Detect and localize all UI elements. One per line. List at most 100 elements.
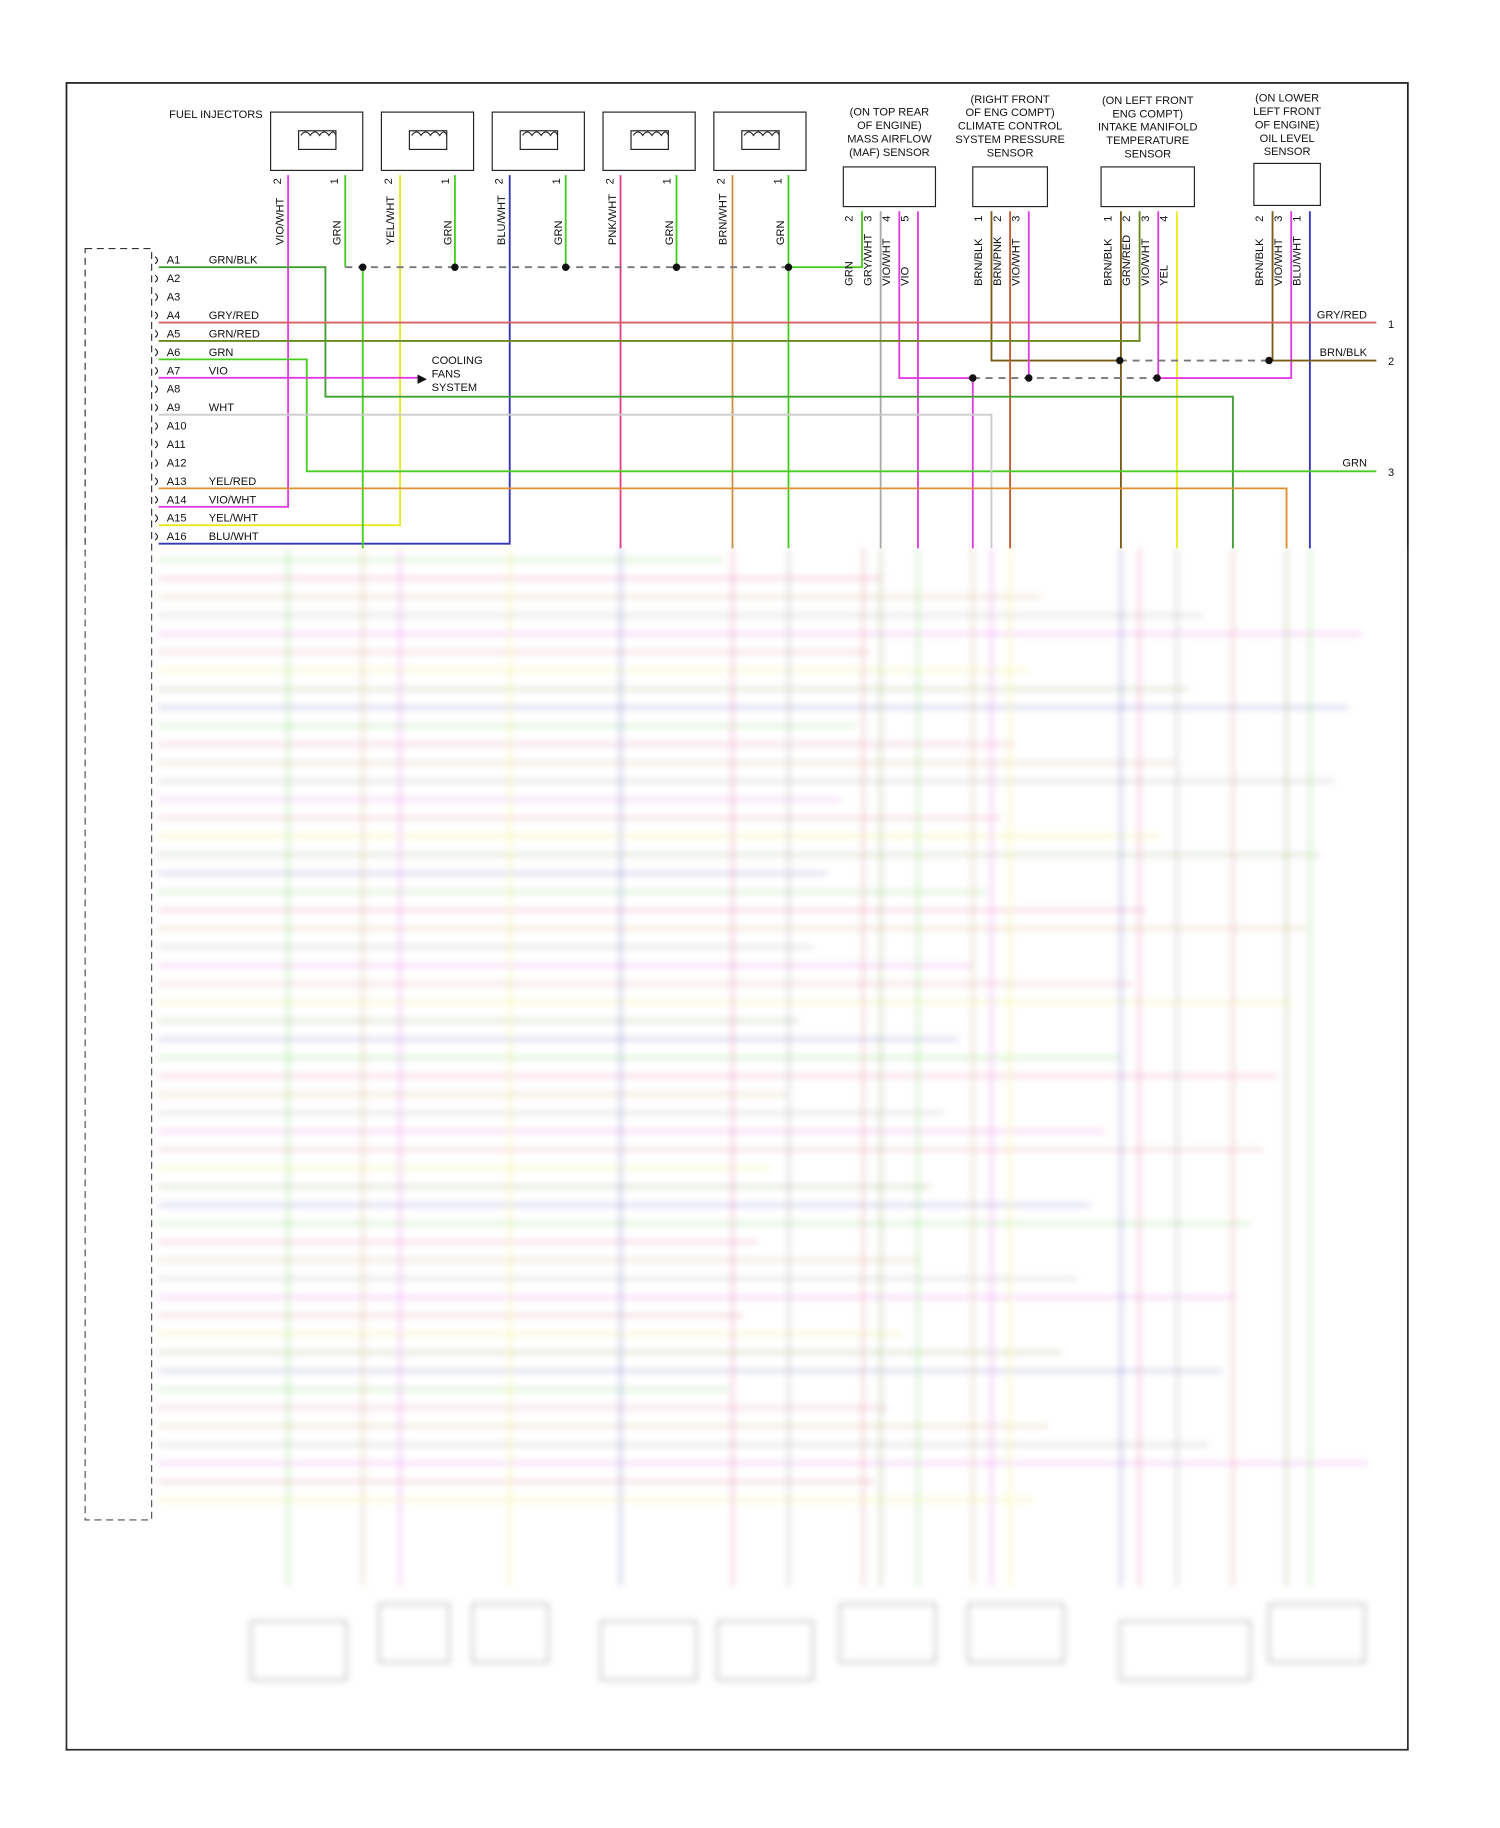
- pin-bracket: [154, 329, 159, 338]
- pin-label: 3: [1273, 216, 1285, 222]
- wire: [158, 487, 1288, 549]
- pin-label: 3: [1140, 216, 1152, 222]
- injector: [713, 111, 807, 171]
- wire-label: GRN: [332, 220, 344, 245]
- pin-label: 1: [772, 178, 784, 184]
- sensor: [1253, 162, 1321, 206]
- pin-bracket: [154, 440, 159, 449]
- labels: FUEL INJECTORS 2 VIO/WHT 1 GRN 2 YEL/WHT 1 GRN 2 B…: [154, 93, 1394, 543]
- sensor: [1100, 166, 1195, 208]
- sensor-label: (ON LEFT FRONT: [1102, 95, 1194, 107]
- sensor-label: OIL LEVEL: [1260, 133, 1315, 145]
- wire-label: YEL/WHT: [209, 513, 258, 525]
- pin-label: 5: [900, 216, 912, 222]
- sensor: [972, 166, 1049, 208]
- pin-bracket: [154, 422, 159, 431]
- output-number: 2: [1388, 356, 1394, 368]
- wire-label: BRN/WHT: [718, 193, 730, 245]
- sensor-label: ENG COMPT): [1112, 108, 1183, 120]
- sensor-label: OF ENGINE): [1255, 119, 1320, 131]
- splice: [672, 263, 681, 271]
- wire-label: BRN/BLK: [1103, 238, 1115, 286]
- pin-id: A15: [167, 513, 187, 525]
- pin-id: A4: [167, 310, 181, 322]
- pin-bracket: [154, 256, 159, 265]
- sensor-label: OF ENGINE): [857, 120, 922, 132]
- wires: [158, 175, 1377, 549]
- wire: [1157, 211, 1293, 379]
- coil-winding: [300, 131, 337, 137]
- pin-label: 3: [862, 216, 874, 222]
- pin-id: A1: [167, 255, 181, 267]
- wire-label: VIO/WHT: [881, 238, 893, 286]
- splice: [359, 263, 367, 271]
- output-wire-label: GRY/RED: [1317, 310, 1367, 322]
- blur-edge: [66, 548, 1408, 1750]
- wire-label: GRN/RED: [209, 328, 260, 340]
- sensor-label: INTAKE MANIFOLD: [1098, 122, 1198, 134]
- sensor-label: SENSOR: [1124, 149, 1171, 161]
- pin-label: 4: [881, 216, 893, 222]
- coil-winding: [743, 131, 780, 137]
- blurred-region: [66, 548, 1408, 1750]
- pin-label: 2: [715, 178, 727, 184]
- splice: [1116, 356, 1124, 365]
- injector: [380, 111, 475, 171]
- coil: [741, 130, 780, 151]
- pin-bracket: [154, 403, 159, 412]
- pin-id: A3: [167, 292, 181, 304]
- coil: [630, 130, 669, 151]
- pin-bracket: [154, 514, 159, 523]
- pin-label: 2: [383, 178, 395, 184]
- wire-label: GRY/WHT: [862, 234, 874, 286]
- wire-label: BLU/WHT: [1292, 236, 1304, 286]
- pin-bracket: [154, 311, 159, 320]
- coil-winding: [632, 131, 669, 137]
- wire-label: VIO/WHT: [1273, 238, 1285, 286]
- injector: [270, 111, 364, 171]
- pin-label: 1: [440, 178, 452, 184]
- wire-label: GRN: [844, 261, 856, 286]
- splice: [1153, 374, 1161, 382]
- pin-label: 4: [1159, 216, 1171, 222]
- pin-label: 2: [1121, 216, 1133, 222]
- pin-label: 1: [662, 178, 674, 184]
- wire-label: BLU/WHT: [209, 531, 259, 543]
- wire: [158, 266, 1234, 549]
- wire-label: GRN: [664, 220, 676, 245]
- wire: [158, 175, 290, 508]
- cooling-fans-label: COOLING: [432, 355, 483, 367]
- wire-label: GRN: [553, 220, 565, 245]
- sensor-label: (ON LOWER: [1255, 93, 1319, 105]
- wire-label: YEL/RED: [209, 476, 256, 488]
- sensor-label: OF ENG COMPT): [965, 107, 1054, 119]
- wire-label: GRN: [442, 220, 454, 245]
- wire: [990, 211, 1120, 362]
- injector: [602, 111, 696, 171]
- splice: [561, 263, 570, 271]
- output-wire-label: GRN: [1342, 458, 1367, 470]
- pin-id: A9: [167, 402, 181, 414]
- wire: [158, 175, 511, 545]
- pin-label: 2: [605, 178, 617, 184]
- pin-bracket: [154, 348, 159, 357]
- pin-label: 2: [992, 216, 1004, 222]
- wire-label: VIO/WHT: [274, 197, 286, 245]
- splice: [1265, 356, 1273, 365]
- pin-id: A13: [167, 476, 187, 488]
- wire-label: YEL: [1159, 265, 1171, 286]
- sensor-label: LEFT FRONT: [1253, 106, 1321, 118]
- wire-label: GRN/BLK: [209, 255, 258, 267]
- wire-label: VIO/WHT: [1010, 238, 1022, 286]
- wire-label: YEL/WHT: [385, 196, 397, 245]
- sensor-label: SYSTEM PRESSURE: [955, 134, 1065, 146]
- sensor-label: MASS AIRFLOW: [847, 133, 932, 145]
- wire-label: VIO: [900, 266, 912, 285]
- pin-label: 1: [1103, 216, 1115, 222]
- pin-bracket: [154, 532, 159, 541]
- sensor-label: (RIGHT FRONT: [971, 94, 1050, 106]
- wire-label: BRN/BLK: [973, 238, 985, 286]
- coil: [519, 130, 559, 151]
- wire: [788, 211, 863, 269]
- pin-label: 2: [844, 216, 856, 222]
